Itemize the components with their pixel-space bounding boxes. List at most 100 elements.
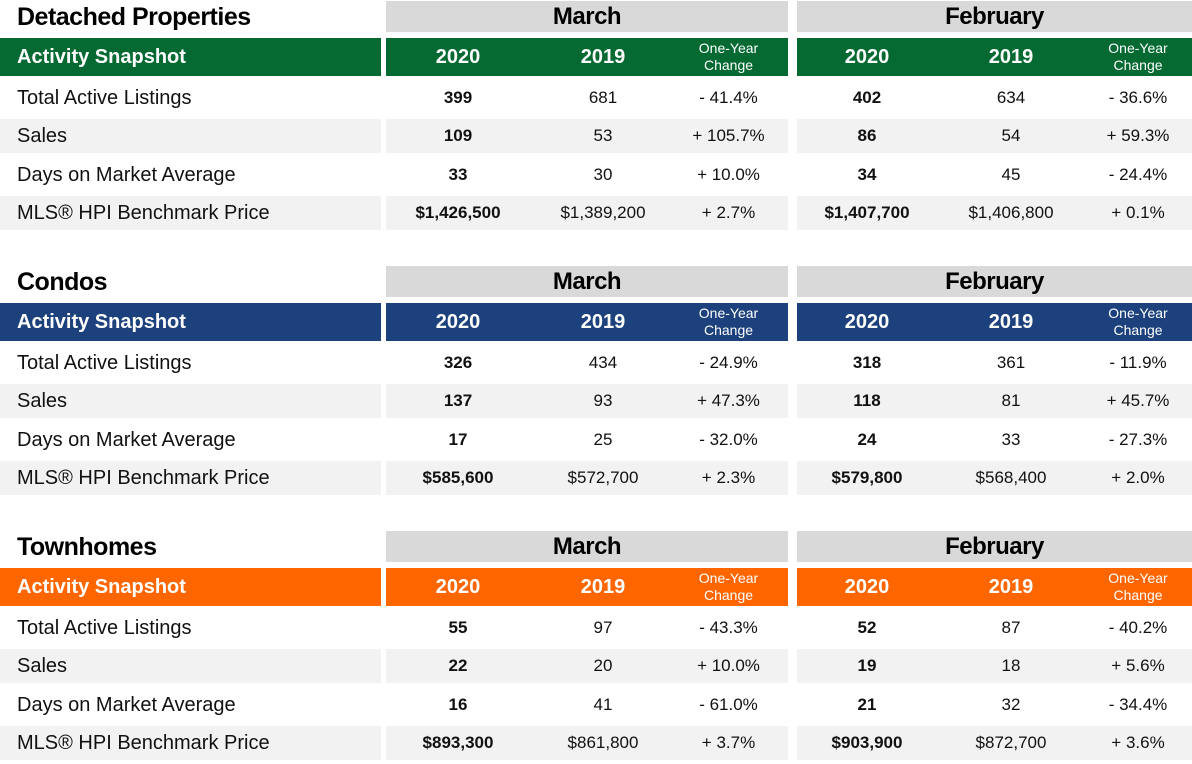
change-cell: - 11.9%	[1109, 353, 1167, 372]
header-bar-current	[386, 568, 788, 606]
row-label: MLS® HPI Benchmark Price	[17, 202, 270, 224]
value-cell: 402	[852, 88, 882, 107]
change-cell: - 43.3%	[699, 618, 758, 637]
table-row: Sales 137 93 + 47.3% 118 81 + 45.7%	[0, 384, 1192, 418]
col-2019-current: 2019	[580, 576, 626, 598]
value-cell: 81	[1001, 391, 1021, 410]
change-cell: + 5.6%	[1111, 656, 1165, 675]
value-cell: 19	[857, 656, 877, 675]
col-2019-previous: 2019	[988, 46, 1034, 68]
col-2020-previous: 2020	[844, 576, 890, 598]
value-cell: 93	[593, 391, 613, 410]
value-cell: 21	[857, 695, 877, 714]
section-title: Townhomes	[17, 533, 157, 561]
col-2020-current: 2020	[435, 311, 481, 333]
header-bar-previous	[797, 568, 1192, 606]
change-cell: - 61.0%	[699, 695, 758, 714]
value-cell: $1,389,200	[560, 203, 646, 222]
col-change-current: One-Year Change	[698, 570, 759, 603]
col-2019-previous: 2019	[988, 311, 1034, 333]
townhomes-section: Townhomes March February Activity Snapsh…	[0, 530, 1192, 762]
change-cell: - 41.4%	[699, 88, 758, 107]
header-bar-current	[386, 38, 788, 76]
table-row: MLS® HPI Benchmark Price $585,600 $572,7…	[0, 461, 1192, 495]
value-cell: 97	[593, 618, 613, 637]
value-cell: 54	[1001, 126, 1021, 145]
value-cell: 34	[857, 165, 877, 184]
row-label: Total Active Listings	[17, 617, 192, 639]
table-row: Days on Market Average 17 25 - 32.0% 24 …	[0, 423, 1192, 457]
value-cell: $568,400	[975, 468, 1047, 487]
row-label: Total Active Listings	[17, 87, 192, 109]
value-cell: $903,900	[831, 733, 903, 752]
col-2019-current: 2019	[580, 311, 626, 333]
section-title: Condos	[17, 268, 108, 296]
value-cell: $579,800	[831, 468, 903, 487]
col-change-previous: One-Year Change	[1108, 40, 1168, 73]
col-2020-previous: 2020	[844, 46, 890, 68]
detached-section: Detached Properties March February Activ…	[0, 0, 1192, 232]
value-cell: $861,800	[567, 733, 639, 752]
row-label: Total Active Listings	[17, 352, 192, 374]
value-cell: 45	[1001, 165, 1021, 184]
table-row: MLS® HPI Benchmark Price $893,300 $861,8…	[0, 726, 1192, 760]
table-row: Days on Market Average 16 41 - 61.0% 21 …	[0, 688, 1192, 722]
value-cell: 32	[1001, 695, 1021, 714]
change-cell: + 3.6%	[1111, 733, 1165, 752]
col-change-previous: One-Year Change	[1108, 570, 1168, 603]
col-change-current: One-Year Change	[698, 305, 759, 338]
row-label: MLS® HPI Benchmark Price	[17, 732, 270, 754]
value-cell: 361	[996, 353, 1026, 372]
table-row: Sales 22 20 + 10.0% 19 18 + 5.6%	[0, 649, 1192, 683]
value-cell: 55	[448, 618, 468, 637]
col-2020-current: 2020	[435, 576, 481, 598]
value-cell: $1,407,700	[824, 203, 910, 222]
value-cell: 18	[1001, 656, 1021, 675]
value-cell: 109	[443, 126, 473, 145]
table-row: Total Active Listings 399 681 - 41.4% 40…	[0, 81, 1192, 115]
row-label: Sales	[17, 390, 68, 412]
value-cell: $572,700	[567, 468, 639, 487]
header-bar-current	[386, 303, 788, 341]
value-cell: 318	[852, 353, 882, 372]
change-cell: - 27.3%	[1108, 430, 1168, 449]
snapshot-bar	[0, 38, 381, 76]
row-label: Days on Market Average	[17, 694, 236, 716]
value-cell: 33	[448, 165, 468, 184]
activity-snapshot-label: Activity Snapshot	[17, 46, 186, 68]
value-cell: $1,426,500	[415, 203, 501, 222]
value-cell: 137	[443, 391, 473, 410]
change-cell: + 47.3%	[697, 391, 760, 410]
value-cell: 20	[593, 656, 613, 675]
change-cell: - 32.0%	[699, 430, 758, 449]
row-label: MLS® HPI Benchmark Price	[17, 467, 270, 489]
header-bar-previous	[797, 303, 1192, 341]
value-cell: $1,406,800	[968, 203, 1054, 222]
value-cell: 22	[448, 656, 468, 675]
col-2019-previous: 2019	[988, 576, 1034, 598]
change-cell: + 10.0%	[697, 165, 760, 184]
change-cell: + 2.3%	[701, 468, 756, 487]
change-cell: + 0.1%	[1111, 203, 1165, 222]
table-row: Sales 109 53 + 105.7% 86 54 + 59.3%	[0, 119, 1192, 153]
header-bar-previous	[797, 38, 1192, 76]
change-cell: + 45.7%	[1106, 391, 1170, 410]
row-label: Days on Market Average	[17, 429, 236, 451]
row-label: Sales	[17, 125, 68, 147]
change-cell: + 105.7%	[692, 126, 765, 145]
value-cell: 17	[448, 430, 468, 449]
col-2020-current: 2020	[435, 46, 481, 68]
value-cell: $872,700	[975, 733, 1047, 752]
value-cell: 87	[1001, 618, 1021, 637]
table-row: MLS® HPI Benchmark Price $1,426,500 $1,3…	[0, 196, 1192, 230]
change-cell: + 59.3%	[1106, 126, 1170, 145]
value-cell: 33	[1001, 430, 1021, 449]
month-header-previous: February	[797, 531, 1192, 562]
value-cell: $585,600	[422, 468, 494, 487]
col-2019-current: 2019	[580, 46, 626, 68]
month-header-current: March	[386, 531, 788, 562]
table-row: Days on Market Average 33 30 + 10.0% 34 …	[0, 158, 1192, 192]
value-cell: 326	[443, 353, 473, 372]
change-cell: + 2.0%	[1111, 468, 1165, 487]
table-row: Total Active Listings 326 434 - 24.9% 31…	[0, 346, 1192, 380]
